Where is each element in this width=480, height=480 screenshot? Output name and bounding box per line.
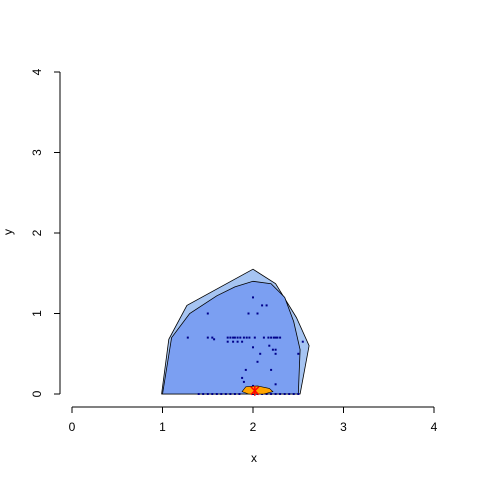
data-point	[229, 393, 232, 395]
data-point	[270, 368, 273, 371]
y-axis: 0 1 2 3 4	[30, 68, 61, 397]
data-point	[202, 393, 205, 395]
data-point	[206, 393, 209, 395]
data-point	[276, 336, 279, 339]
data-point	[256, 312, 259, 315]
x-tick-label: 3	[340, 420, 347, 434]
data-point	[248, 336, 251, 339]
data-point	[270, 393, 273, 395]
data-point	[252, 346, 254, 349]
data-point	[274, 383, 277, 386]
data-point	[247, 312, 250, 315]
data-point	[279, 336, 282, 339]
data-point	[232, 336, 235, 339]
data-point	[211, 336, 214, 339]
data-point	[274, 352, 277, 355]
data-point	[220, 393, 223, 395]
data-point	[224, 393, 227, 395]
data-point	[270, 336, 273, 339]
x-tick-label: 0	[69, 420, 76, 434]
data-point	[197, 393, 200, 395]
data-point	[297, 352, 300, 355]
data-point	[242, 380, 245, 383]
data-point	[226, 340, 229, 343]
data-point	[236, 336, 239, 339]
data-point	[233, 393, 236, 395]
x-axis-label: x	[251, 451, 257, 465]
data-point	[256, 360, 259, 363]
data-point	[274, 348, 277, 351]
y-tick-label: 3	[30, 149, 44, 156]
data-point	[259, 352, 262, 355]
x-axis: 0 1 2 3 4	[69, 406, 438, 434]
x-tick-label: 4	[431, 420, 438, 434]
y-axis-label: y	[1, 229, 15, 235]
data-point	[186, 336, 189, 339]
data-point	[233, 336, 236, 339]
data-point	[267, 336, 270, 339]
data-point	[283, 393, 286, 395]
data-point	[297, 393, 300, 395]
data-point	[239, 336, 242, 339]
data-point	[206, 312, 209, 315]
data-point	[242, 336, 245, 339]
x-tick-label: 1	[159, 420, 166, 434]
data-point	[244, 368, 247, 371]
y-tick-label: 4	[30, 68, 44, 75]
data-point	[279, 393, 282, 395]
data-point	[241, 376, 244, 379]
data-point	[261, 304, 264, 307]
data-point	[262, 336, 265, 339]
y-tick-label: 0	[30, 390, 44, 397]
data-point	[238, 393, 241, 395]
data-point	[232, 340, 235, 343]
data-point	[213, 338, 216, 341]
y-tick-label: 2	[30, 229, 44, 236]
data-point	[241, 340, 244, 343]
median-marker	[250, 385, 260, 396]
y-tick-label: 1	[30, 310, 44, 317]
data-point	[215, 393, 218, 395]
data-point	[288, 393, 291, 395]
data-point	[301, 340, 304, 343]
data-point	[268, 344, 271, 347]
data-point	[253, 336, 256, 339]
data-point	[252, 384, 254, 387]
data-point	[265, 304, 268, 307]
data-point	[274, 336, 277, 339]
data-point	[265, 393, 268, 395]
data-point	[272, 336, 275, 339]
median-layer	[241, 385, 274, 396]
data-point	[274, 393, 277, 395]
data-point	[271, 348, 274, 351]
data-point	[252, 296, 254, 299]
data-point	[245, 336, 248, 339]
data-point	[292, 393, 295, 395]
data-point	[229, 336, 232, 339]
points-layer	[186, 296, 304, 395]
data-point	[206, 336, 209, 339]
data-point	[211, 393, 214, 395]
data-point	[236, 340, 239, 343]
data-point	[226, 336, 229, 339]
x-tick-label: 2	[250, 420, 257, 434]
